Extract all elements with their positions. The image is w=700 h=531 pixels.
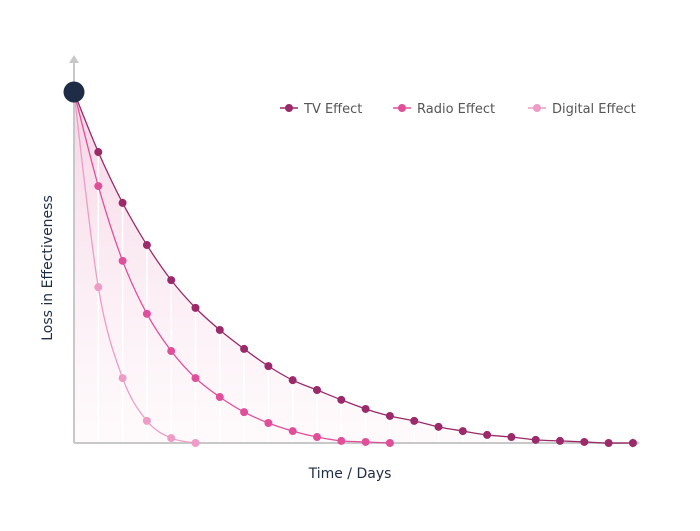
digital-effect-point (191, 439, 200, 447)
start-point (63, 81, 85, 103)
tv-effect-point (604, 439, 613, 447)
radio-effect-point (94, 182, 103, 191)
digital-effect-point (142, 416, 151, 425)
radio-effect-point (337, 436, 346, 445)
tv-effect-point (580, 437, 589, 446)
radio-effect-point (142, 309, 151, 318)
tv-effect-point (361, 404, 370, 413)
tv-effect-point (628, 439, 637, 447)
legend-item-tv-effect: TV Effect (280, 102, 362, 117)
radio-effect-point (215, 393, 224, 402)
radio-effect-point (118, 256, 127, 265)
tv-effect-point (483, 430, 492, 439)
legend-item-radio-effect: Radio Effect (393, 102, 495, 117)
y-axis-arrow-icon (69, 55, 79, 63)
radio-effect-point (264, 418, 273, 427)
tv-effect-point (167, 276, 176, 285)
tv-effect-point (458, 427, 467, 436)
tv-effect-point (434, 422, 443, 431)
legend: TV Effect Radio Effect Digital Effect (280, 102, 636, 117)
tv-effect-point (531, 435, 540, 444)
radio-effect-point (313, 433, 321, 442)
tv-effect-point (264, 362, 273, 371)
digital-effect-point (118, 374, 127, 383)
tv-effect-point (215, 325, 224, 334)
tv-effect-point (240, 344, 249, 353)
tv-effect-point (313, 385, 321, 394)
legend-label: Digital Effect (552, 102, 636, 117)
tv-effect-point (410, 416, 419, 425)
tv-effect-point (191, 303, 200, 312)
legend-label: TV Effect (303, 102, 362, 117)
legend-label: Radio Effect (417, 102, 495, 117)
tv-effect-point (337, 395, 346, 404)
radio-effect-point (167, 347, 176, 356)
radio-effect-point (288, 427, 297, 436)
tv-effect-point (94, 148, 103, 157)
radio-effect-point (385, 439, 394, 447)
radio-effect-point (361, 437, 370, 446)
legend-marker-icon (285, 104, 293, 112)
legend-item-digital-effect: Digital Effect (528, 102, 636, 117)
legend-marker-icon (398, 104, 406, 112)
legend-marker-icon (533, 104, 541, 112)
radio-effect-point (240, 408, 249, 417)
digital-effect-point (167, 434, 176, 443)
tv-effect-point (288, 376, 297, 385)
tv-effect-point (507, 433, 516, 442)
tv-effect-point (142, 241, 151, 250)
area-fill (74, 92, 633, 444)
radio-effect-point (191, 374, 200, 383)
tv-effect-point (385, 411, 394, 420)
tv-effect-point (118, 198, 127, 207)
y-axis-label: Loss in Effectiveness (40, 195, 56, 341)
tv-effect-point (556, 436, 564, 445)
digital-effect-point (94, 283, 103, 292)
tv-area-fill (74, 92, 633, 444)
x-axis-label: Time / Days (308, 466, 392, 482)
